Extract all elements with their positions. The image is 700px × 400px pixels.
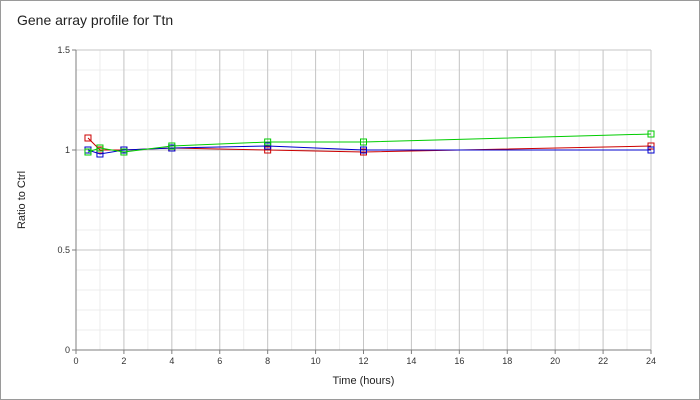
data-point-marker	[360, 138, 367, 146]
data-point-marker	[264, 142, 272, 150]
data-point-marker	[96, 144, 104, 152]
data-point-marker	[84, 134, 92, 142]
data-series	[84, 130, 655, 158]
x-axis-label: Time (hours)	[333, 375, 395, 387]
series-line	[87, 145, 651, 155]
data-point-marker	[647, 130, 655, 138]
y-axis-label: Ratio to Ctrl	[16, 171, 28, 229]
data-point-marker	[84, 148, 92, 156]
x-tick-label: 2	[121, 356, 126, 366]
y-tick-label: 1	[65, 145, 70, 155]
x-tick-label: 12	[358, 356, 368, 366]
data-point-marker	[360, 146, 367, 154]
x-tick-label: 8	[265, 356, 270, 366]
x-tick-label: 18	[502, 356, 512, 366]
series-2	[84, 142, 655, 158]
x-tick-label: 10	[311, 356, 321, 366]
series-3	[84, 130, 655, 156]
data-point-marker	[647, 142, 655, 150]
data-point-marker	[168, 142, 176, 150]
data-point-marker	[264, 138, 272, 146]
x-tick-label: 0	[73, 356, 78, 366]
major-gridlines	[75, 49, 652, 351]
y-tick-label: 1.5	[57, 45, 70, 55]
x-tick-label: 4	[169, 356, 174, 366]
x-tick-label: 14	[406, 356, 416, 366]
chart-title: Gene array profile for Ttn	[17, 12, 174, 28]
series-line	[87, 133, 652, 153]
x-tick-label: 20	[550, 356, 560, 366]
x-tick-label: 22	[598, 356, 608, 366]
x-tick-label: 16	[454, 356, 464, 366]
y-tick-label: 0.5	[57, 245, 70, 255]
x-tick-label: 24	[646, 356, 656, 366]
x-tick-label: 6	[217, 356, 222, 366]
axes	[72, 49, 652, 354]
y-tick-label: 0	[65, 345, 70, 355]
data-point-marker	[120, 148, 128, 156]
data-point-marker	[647, 146, 655, 154]
data-point-marker	[264, 146, 272, 154]
